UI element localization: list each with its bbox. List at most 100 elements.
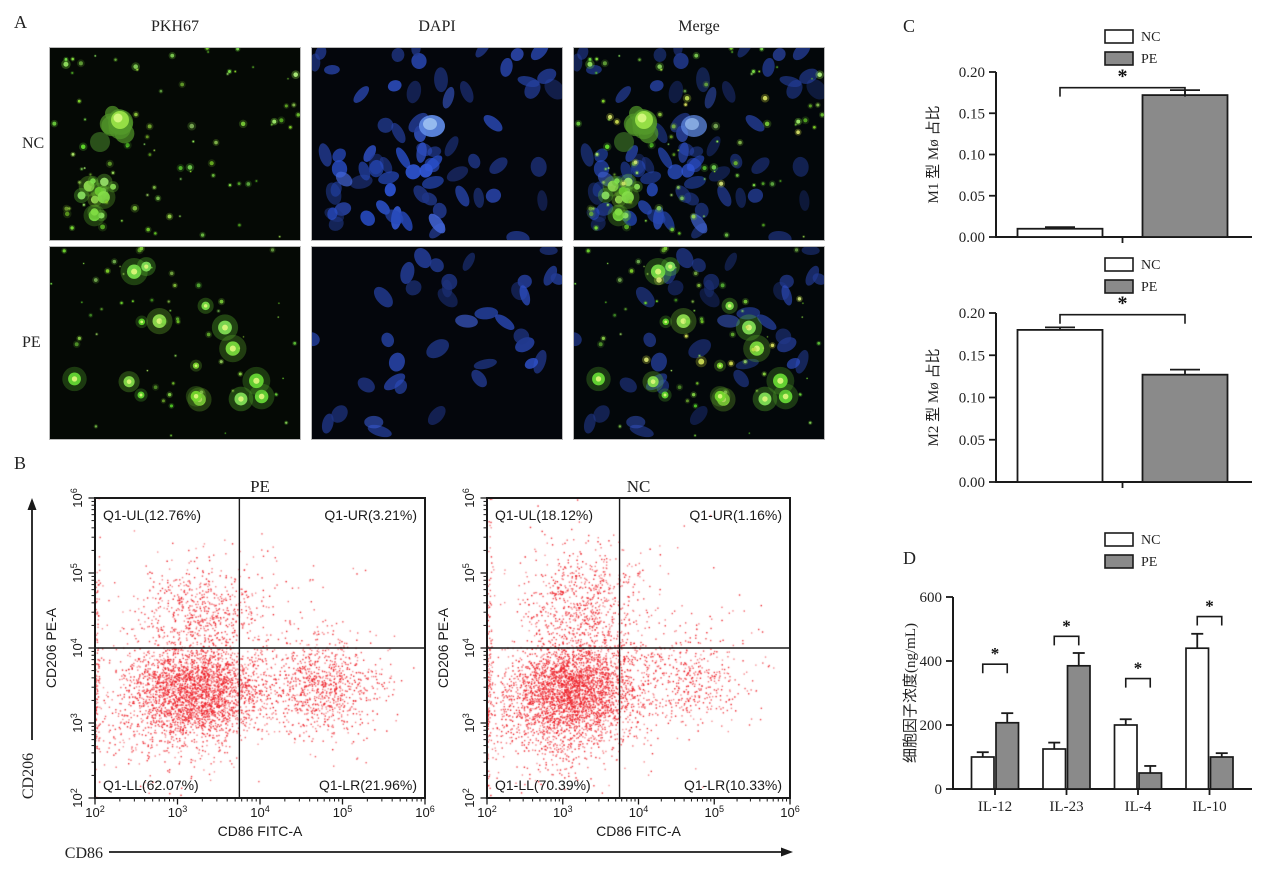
quadrant-label-ll: Q1-LL(62.07%) xyxy=(103,777,199,793)
category-label: IL-12 xyxy=(978,799,1012,815)
quadrant-label-lr: Q1-LR(10.33%) xyxy=(684,777,782,793)
y-axis-title: M2 型 Mø 占比 xyxy=(925,349,942,447)
bar-nc xyxy=(1016,227,1104,238)
bar-nc xyxy=(1016,329,1104,483)
bar-il-10-pe xyxy=(1209,756,1234,790)
svg-text:104: 104 xyxy=(629,804,649,820)
column-title-dapi: DAPI xyxy=(418,18,456,35)
micrograph-nc-merge xyxy=(573,47,825,241)
cd86-axis-label: CD86 xyxy=(65,845,103,862)
legend-swatch-pe xyxy=(1104,51,1134,66)
significance-star: * xyxy=(1062,616,1071,635)
svg-text:103: 103 xyxy=(461,713,477,733)
svg-text:0.15: 0.15 xyxy=(959,348,985,364)
row-label-nc: NC xyxy=(22,135,45,152)
svg-text:0.20: 0.20 xyxy=(959,65,985,81)
bar-il-23-pe xyxy=(1066,664,1091,790)
flow-xlabel: CD86 FITC-A xyxy=(596,823,681,839)
svg-text:200: 200 xyxy=(920,718,943,734)
significance-bracket xyxy=(1124,677,1152,688)
flow-xlabel: CD86 FITC-A xyxy=(218,823,303,839)
svg-text:103: 103 xyxy=(553,804,573,820)
flow-ylabel: CD206 PE-A xyxy=(435,607,451,688)
legend-label-pe: PE xyxy=(1141,555,1157,570)
micrograph-nc-pkh67 xyxy=(49,47,301,241)
significance-bracket xyxy=(1059,86,1186,97)
svg-text:105: 105 xyxy=(704,804,724,820)
y-axis-title: M1 型 Mø 占比 xyxy=(925,106,942,204)
y-axis-title: 细胞因子浓度(ng/mL) xyxy=(902,623,919,763)
svg-text:102: 102 xyxy=(85,804,105,820)
quadrant-label-ur: Q1-UR(1.16%) xyxy=(689,507,782,523)
panel-a-label: A xyxy=(14,12,27,32)
svg-text:103: 103 xyxy=(168,804,188,820)
micrograph-pe-pkh67 xyxy=(49,246,301,440)
svg-text:104: 104 xyxy=(69,638,85,658)
svg-text:0.10: 0.10 xyxy=(959,391,985,407)
micrograph-image xyxy=(50,48,300,240)
svg-text:102: 102 xyxy=(461,788,477,808)
svg-text:0.15: 0.15 xyxy=(959,106,985,122)
svg-text:105: 105 xyxy=(461,563,477,583)
legend-label-pe: PE xyxy=(1141,52,1157,67)
legend-label-nc: NC xyxy=(1141,258,1160,273)
svg-text:105: 105 xyxy=(69,563,85,583)
bar-chart-m1-ratio: 0.00 0.05 0.10 0.15 0.20 M1 型 Mø 占比 * NC PE xyxy=(925,29,1252,246)
quadrant-label-ll: Q1-LL(70.39%) xyxy=(495,777,591,793)
significance-bracket xyxy=(1196,615,1223,626)
legend-swatch-pe xyxy=(1104,554,1134,569)
svg-text:106: 106 xyxy=(461,488,477,508)
bar-chart-m2-ratio: 0.00 0.05 0.10 0.15 0.20 M2 型 Mø 占比 * NC PE xyxy=(925,257,1252,491)
panel-b-label: B xyxy=(14,453,27,473)
panel-c-label: C xyxy=(903,16,916,36)
legend-swatch-nc xyxy=(1104,257,1134,272)
bar-il-4-pe xyxy=(1138,772,1163,790)
svg-text:0.05: 0.05 xyxy=(959,189,985,205)
svg-text:0.00: 0.00 xyxy=(959,230,985,246)
bar-il-23-nc xyxy=(1042,748,1067,790)
cd206-axis-label: CD206 xyxy=(20,753,37,799)
legend-label-nc: NC xyxy=(1141,533,1160,548)
bar-pe xyxy=(1141,373,1229,483)
micrograph-image xyxy=(50,247,300,439)
significance-star: * xyxy=(991,644,1000,663)
significance-star: * xyxy=(1134,659,1143,678)
svg-text:0.10: 0.10 xyxy=(959,148,985,164)
micrograph-nc-dapi xyxy=(311,47,563,241)
quadrant-label-ur: Q1-UR(3.21%) xyxy=(324,507,417,523)
svg-text:0.00: 0.00 xyxy=(959,475,985,491)
bar-pe xyxy=(1141,94,1229,238)
bar-il-10-nc xyxy=(1185,647,1210,790)
svg-text:105: 105 xyxy=(333,804,353,820)
category-label: IL-4 xyxy=(1125,799,1152,815)
significance-star: * xyxy=(1118,66,1128,88)
quadrant-label-ul: Q1-UL(12.76%) xyxy=(103,507,201,523)
flow-ylabel: CD206 PE-A xyxy=(43,607,59,688)
flow-title: PE xyxy=(250,477,270,496)
micrograph-image xyxy=(574,247,824,439)
svg-text:104: 104 xyxy=(461,638,477,658)
row-label-pe: PE xyxy=(22,334,41,351)
legend-label-pe: PE xyxy=(1141,280,1157,295)
svg-text:103: 103 xyxy=(69,713,85,733)
flow-title: NC xyxy=(627,477,651,496)
micrograph-image xyxy=(312,48,562,240)
svg-text:106: 106 xyxy=(415,804,435,820)
svg-text:102: 102 xyxy=(477,804,497,820)
bar-il-12-nc xyxy=(970,756,995,790)
significance-star: * xyxy=(1205,597,1214,616)
panel-d-label: D xyxy=(903,548,916,568)
micrograph-image xyxy=(574,48,824,240)
significance-bracket xyxy=(981,663,1009,674)
svg-text:600: 600 xyxy=(920,590,943,606)
bar-il-12-pe xyxy=(995,721,1020,790)
quadrant-label-lr: Q1-LR(21.96%) xyxy=(319,777,417,793)
svg-text:0.20: 0.20 xyxy=(959,306,985,322)
significance-star: * xyxy=(1118,293,1128,315)
svg-text:106: 106 xyxy=(780,804,800,820)
svg-text:0: 0 xyxy=(935,782,943,798)
significance-bracket xyxy=(1059,313,1186,324)
legend-swatch-nc xyxy=(1104,29,1134,44)
